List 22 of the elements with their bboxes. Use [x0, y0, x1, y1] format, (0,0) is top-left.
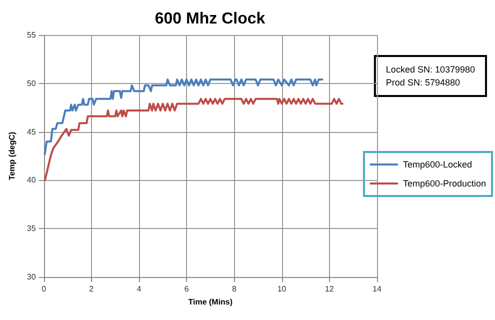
x-tick-label: 10 — [277, 284, 287, 294]
y-axis-title: Temp (degC) — [8, 132, 16, 180]
x-tick-label: 0 — [42, 284, 47, 294]
line-series — [44, 78, 324, 156]
y-tick-label: 50 — [26, 78, 36, 88]
legend-label: Temp600-Locked — [402, 160, 472, 170]
text: Locked SN: 10379980 Prod SN: 5794880 — [386, 64, 476, 88]
line-series — [44, 98, 344, 182]
x-axis-title: Time (Mins) — [188, 297, 233, 306]
y-tick-label: 35 — [26, 224, 36, 234]
legend-label: Temp600-Production — [402, 178, 486, 188]
y-tick-label: 45 — [26, 127, 36, 136]
x-tick-label: 2 — [89, 284, 94, 294]
x-tick-label: 4 — [136, 284, 142, 294]
y-tick-label: 30 — [26, 272, 36, 282]
x-tick-label: 6 — [184, 284, 190, 294]
y-tick-label: 40 — [26, 176, 36, 185]
x-tick-label: 14 — [372, 284, 382, 294]
chart-title: 600 Mhz Clock — [154, 10, 266, 28]
x-tick-label: 8 — [232, 284, 237, 294]
x-tick-label: 12 — [324, 284, 334, 294]
y-tick-label: 55 — [26, 30, 36, 40]
